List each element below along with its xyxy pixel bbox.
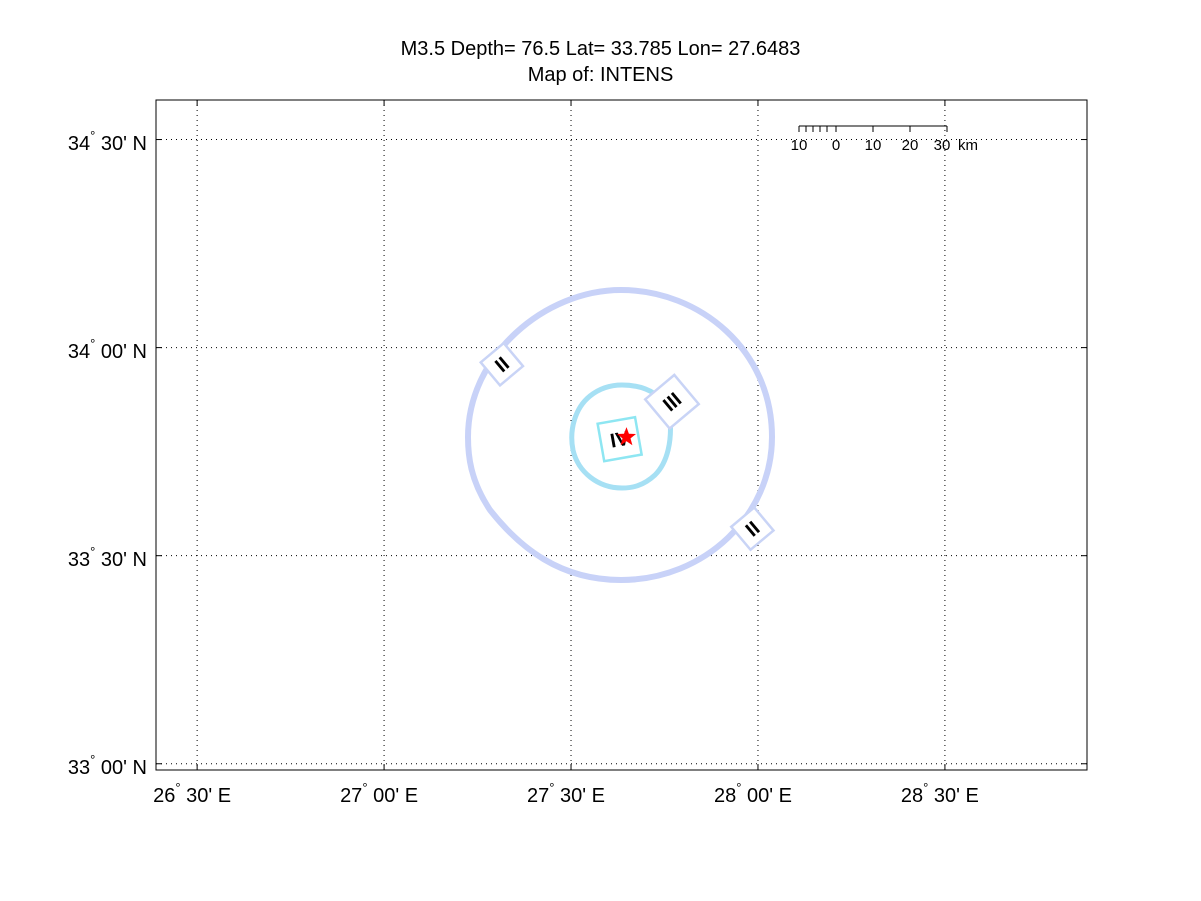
- lon-label-minutes: 00' E: [367, 785, 419, 807]
- lat-label-minutes: 00' N: [95, 340, 147, 363]
- degree-symbol: °: [90, 335, 96, 351]
- lon-label: 26° 30' E: [153, 780, 231, 808]
- lon-label: 27° 00' E: [340, 780, 418, 808]
- map-title: M3.5 Depth= 76.5 Lat= 33.785 Lon= 27.648…: [400, 38, 801, 60]
- lat-label: 34° 30' N: [68, 128, 147, 156]
- intensity-marker-box: [478, 341, 525, 388]
- lon-label-minutes: 00' E: [741, 785, 792, 807]
- lon-label: 27° 30' E: [527, 780, 605, 808]
- degree-symbol: °: [923, 780, 929, 795]
- lat-label-degrees: 33: [67, 548, 91, 571]
- lat-label-degrees: 34: [67, 132, 91, 155]
- lat-label: 33° 30' N: [68, 544, 147, 572]
- degree-symbol: °: [362, 780, 368, 795]
- scale-bar-label: 30: [934, 137, 951, 154]
- lon-label-minutes: 30' E: [554, 785, 605, 807]
- intensity-marker-box: [596, 415, 644, 463]
- epicenter: [617, 427, 636, 446]
- scale-bar-label: 10: [865, 137, 882, 154]
- degree-symbol: °: [736, 780, 742, 795]
- degree-symbol: °: [549, 780, 555, 795]
- degree-symbol: °: [90, 751, 96, 767]
- intensity-marker-ii: II: [478, 341, 525, 388]
- scale-bar: 10 0 10 20 30 km: [791, 125, 978, 154]
- degree-symbol: °: [90, 543, 96, 559]
- scale-bar-label: 0: [832, 137, 840, 154]
- degree-symbol: °: [90, 127, 96, 143]
- intensity-marker-box: [729, 505, 776, 552]
- lat-label-degrees: 33: [67, 756, 91, 779]
- lon-label-degrees: 28: [713, 785, 737, 807]
- lon-label-degrees: 27: [527, 785, 550, 807]
- lat-label: 34° 00' N: [68, 336, 147, 364]
- lat-label-minutes: 00' N: [95, 756, 147, 779]
- lon-label-minutes: 30' E: [180, 785, 232, 807]
- map-frame: [155, 99, 1088, 771]
- lon-label: 28° 30' E: [901, 780, 979, 808]
- lon-label-degrees: 26: [153, 785, 176, 807]
- degree-symbol: °: [175, 780, 181, 795]
- axis-ticks: [156, 100, 1087, 770]
- lat-label-minutes: 30' N: [95, 548, 147, 571]
- lat-label: 33° 00' N: [68, 752, 147, 780]
- scale-bar-unit: km: [958, 137, 978, 154]
- lat-label-minutes: 30' N: [95, 132, 147, 155]
- lat-label-degrees: 34: [67, 340, 91, 363]
- lon-label-degrees: 28: [900, 785, 924, 807]
- grid-lines: [156, 100, 1087, 770]
- scale-bar-label: 20: [902, 137, 919, 154]
- epicenter-star-icon: [617, 427, 636, 446]
- scale-bar-label: 10: [791, 137, 808, 154]
- lon-label-degrees: 27: [340, 785, 363, 807]
- map-subtitle: Map of: INTENS: [527, 64, 674, 86]
- lon-label-minutes: 30' E: [928, 785, 979, 807]
- contour-outer: [464, 286, 776, 584]
- intensity-marker-iv: IV: [596, 415, 644, 463]
- intensity-marker-ii: II: [729, 505, 776, 552]
- lon-label: 28° 00' E: [714, 780, 792, 808]
- intensity-marker-iii: III: [643, 373, 701, 431]
- intensity-marker-box: [643, 373, 701, 431]
